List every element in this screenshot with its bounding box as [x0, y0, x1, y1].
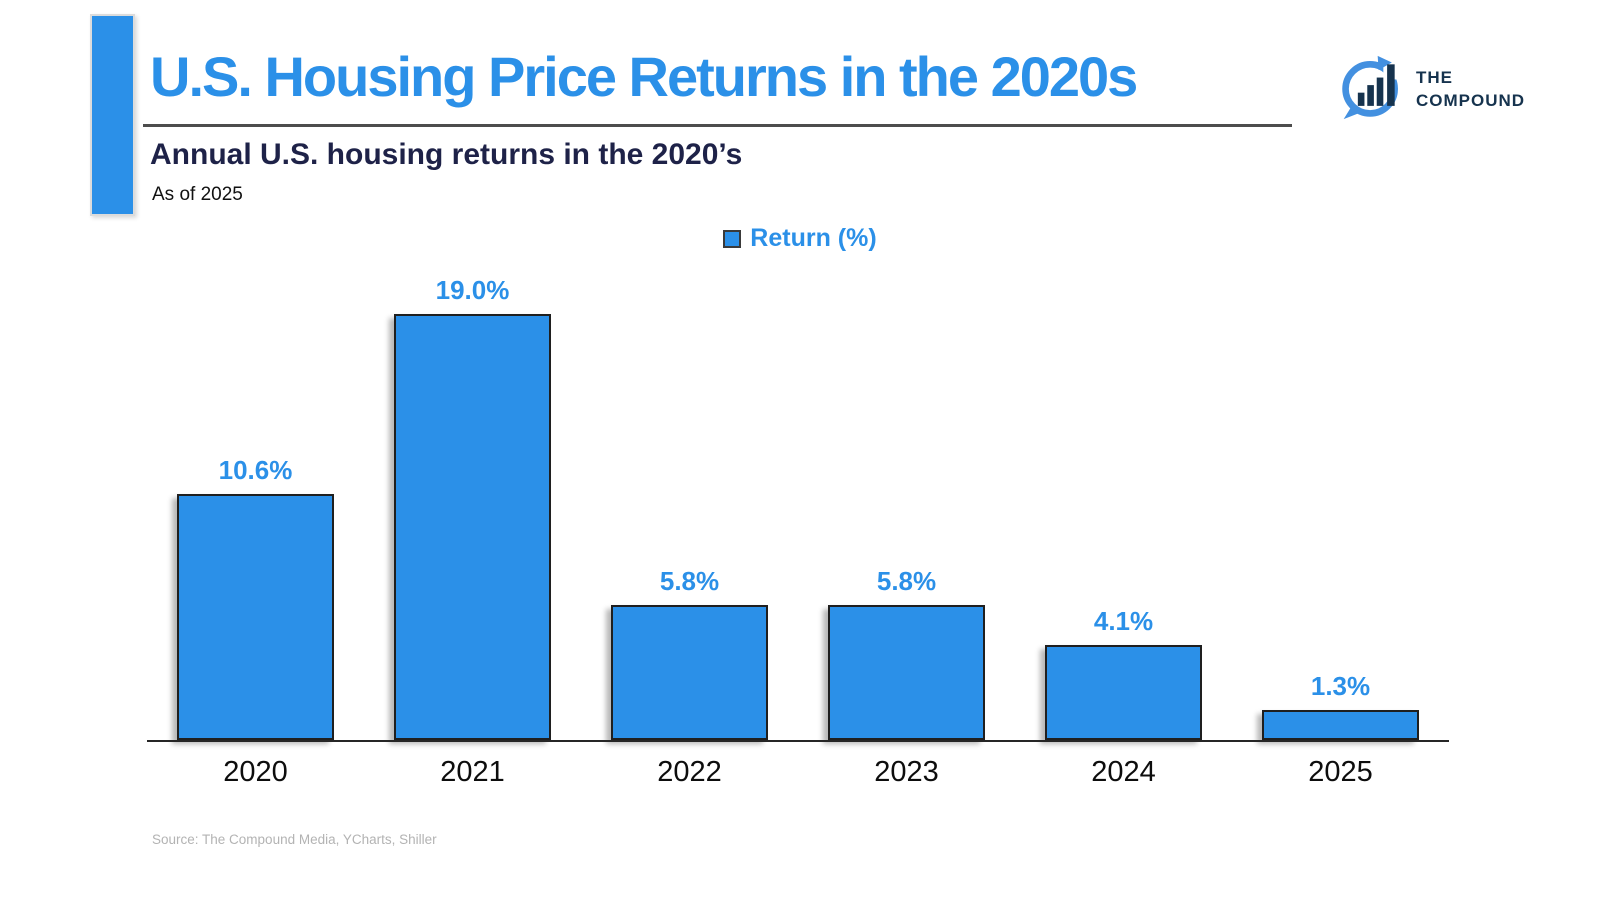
chart-columns: 10.6% 19.0% 5.8% 5.8% 4.1% 1.3% [147, 275, 1449, 740]
x-tick-label-2022: 2022 [657, 756, 722, 788]
x-tick-label-2023: 2023 [874, 756, 939, 788]
x-tick-label-2021: 2021 [440, 756, 505, 788]
bar-2020[interactable] [177, 494, 334, 740]
x-tick-label-2024: 2024 [1091, 756, 1156, 788]
x-tick-label-2020: 2020 [223, 756, 288, 788]
chart-legend: Return (%) [0, 224, 1600, 253]
bar-value-label-2020: 10.6% [218, 455, 293, 485]
title-divider [143, 124, 1292, 127]
bar-value-label-2022: 5.8% [659, 566, 720, 596]
chart-subtitle: Annual U.S. housing returns in the 2020’… [150, 138, 743, 171]
bar-value-label-2025: 1.3% [1310, 671, 1371, 701]
bar-2022[interactable] [611, 605, 768, 740]
x-tick-label-2025: 2025 [1308, 756, 1373, 788]
bar-value-label-2021: 19.0% [435, 275, 510, 305]
page-title: U.S. Housing Price Returns in the 2020s [150, 45, 1138, 108]
as-of-date: As of 2025 [152, 184, 243, 205]
x-axis-labels: 2020 2021 2022 2023 2024 2025 [147, 756, 1449, 789]
bar-2021[interactable] [394, 314, 551, 740]
source-note: Source: The Compound Media, YCharts, Shi… [152, 832, 437, 847]
legend-swatch [723, 229, 742, 248]
bar-2024[interactable] [1045, 645, 1202, 740]
brand-logo-line1: THE [1416, 68, 1453, 88]
chart-column-2020: 10.6% [147, 275, 364, 740]
bar-value-label-2023: 5.8% [876, 566, 937, 596]
brand-logo-line2: COMPOUND [1416, 90, 1526, 110]
compound-logo-icon [1338, 52, 1406, 127]
bar-chart: 10.6% 19.0% 5.8% 5.8% 4.1% 1.3% [147, 275, 1449, 740]
bar-value-label-2024: 4.1% [1093, 606, 1154, 636]
chart-column-2023: 5.8% [798, 275, 1015, 740]
brand-logo: THE COMPOUND [1338, 52, 1525, 127]
brand-logo-text: THE COMPOUND [1416, 67, 1525, 111]
legend-label: Return (%) [750, 224, 877, 252]
accent-bar [90, 14, 135, 216]
chart-column-2022: 5.8% [581, 275, 798, 740]
chart-column-2024: 4.1% [1015, 275, 1232, 740]
bar-2025[interactable] [1262, 710, 1419, 740]
chart-column-2025: 1.3% [1232, 275, 1449, 740]
bar-2023[interactable] [828, 605, 985, 740]
x-axis-line [147, 740, 1449, 742]
chart-column-2021: 19.0% [364, 275, 581, 740]
